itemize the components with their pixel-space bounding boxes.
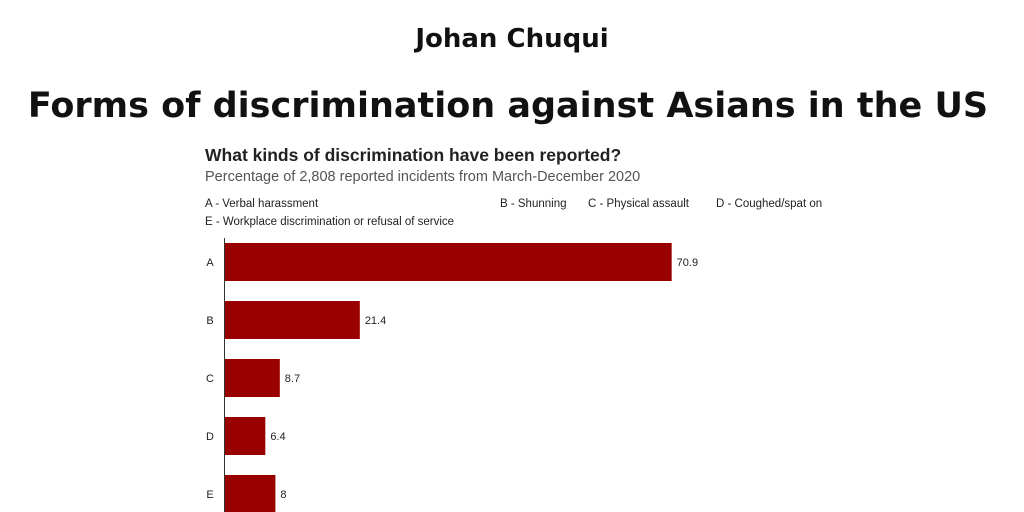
- legend-note: B - Shunning: [500, 198, 567, 210]
- legend-note: A - Verbal harassment: [205, 198, 319, 210]
- category-label: C: [206, 373, 214, 385]
- category-label: E: [206, 489, 213, 501]
- bar: [225, 301, 360, 339]
- legend-note: D - Coughed/spat on: [716, 198, 822, 210]
- value-label: 8.7: [285, 373, 300, 385]
- bar: [225, 243, 672, 281]
- value-label: 70.9: [677, 257, 698, 269]
- heading: Forms of discrimination against Asians i…: [28, 86, 988, 126]
- value-label: 6.4: [270, 431, 285, 443]
- value-label: 8: [280, 489, 286, 501]
- legend-note: E - Workplace discrimination or refusal …: [205, 216, 454, 228]
- category-label: B: [206, 315, 213, 327]
- legend-note: C - Physical assault: [588, 198, 690, 210]
- category-label: A: [206, 257, 214, 269]
- bar: [225, 359, 280, 397]
- author: Johan Chuqui: [413, 24, 608, 54]
- bar: [225, 475, 276, 512]
- chart-subtitle: Percentage of 2,808 reported incidents f…: [205, 169, 640, 185]
- value-label: 21.4: [365, 315, 386, 327]
- chart-title: What kinds of discrimination have been r…: [205, 145, 621, 165]
- category-label: D: [206, 431, 214, 443]
- bar: [225, 417, 266, 455]
